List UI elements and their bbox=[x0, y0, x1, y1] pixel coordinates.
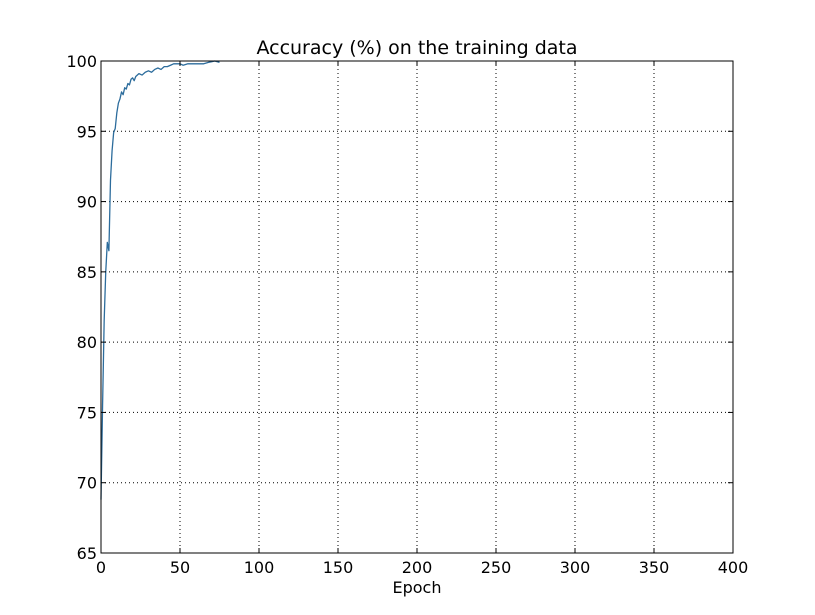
x-tick-label: 50 bbox=[170, 558, 190, 577]
x-tick-label: 100 bbox=[244, 558, 275, 577]
x-axis-label: Epoch bbox=[393, 578, 442, 597]
x-tick-label: 200 bbox=[402, 558, 433, 577]
chart-title: Accuracy (%) on the training data bbox=[256, 37, 577, 59]
y-tick-label: 90 bbox=[77, 193, 97, 212]
axis-ticks: 0 50 100 150 200 250 300 350 400 65 70 75 80 85 90 95 10… bbox=[66, 52, 748, 577]
grid-lines bbox=[101, 61, 733, 553]
accuracy-series-line bbox=[100, 60, 220, 500]
y-tick-label: 95 bbox=[77, 122, 97, 141]
y-tick-label: 70 bbox=[77, 474, 97, 493]
y-tick-label: 85 bbox=[77, 263, 97, 282]
x-tick-label: 350 bbox=[639, 558, 670, 577]
x-tick-label: 150 bbox=[323, 558, 354, 577]
x-tick-label: 0 bbox=[96, 558, 106, 577]
x-tick-label: 250 bbox=[481, 558, 512, 577]
y-tick-label: 100 bbox=[66, 52, 97, 71]
plot-lines bbox=[100, 60, 220, 500]
y-tick-label: 80 bbox=[77, 333, 97, 352]
x-tick-label: 400 bbox=[718, 558, 749, 577]
y-tick-label: 65 bbox=[77, 544, 97, 563]
y-tick-label: 75 bbox=[77, 403, 97, 422]
x-tick-label: 300 bbox=[560, 558, 591, 577]
